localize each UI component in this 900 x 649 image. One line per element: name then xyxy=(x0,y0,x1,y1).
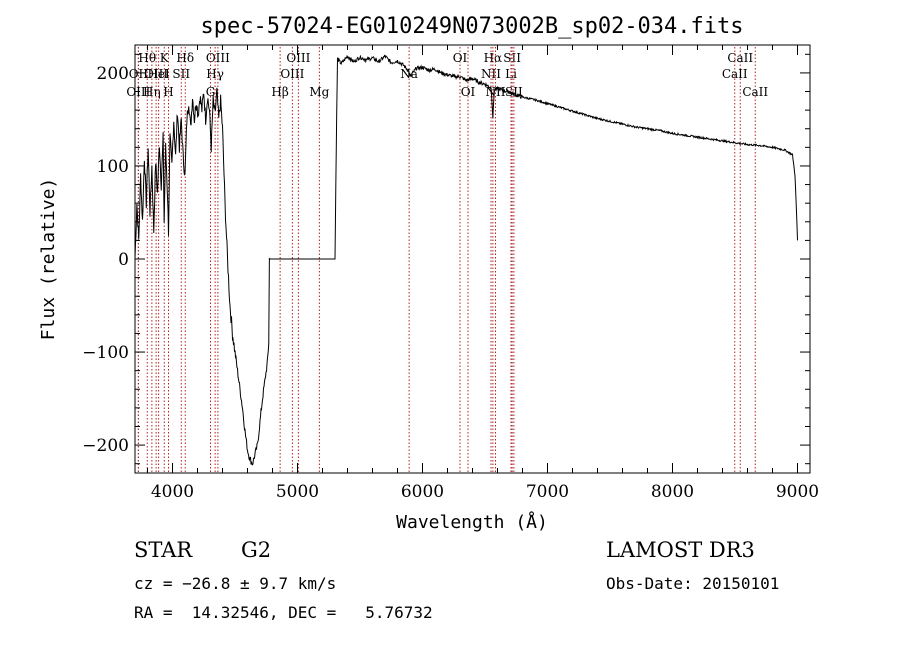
y-axis: −200 −100 0 100 200 xyxy=(82,53,810,465)
y-tick-label-1: −100 xyxy=(82,343,129,363)
y-tick-label-0: −200 xyxy=(82,436,129,456)
line-label-1: OII xyxy=(129,67,149,81)
line-label-16: Mg xyxy=(309,85,329,99)
survey-name: LAMOST DR3 xyxy=(606,538,755,562)
coords-text: RA = 14.32546, DEC = 5.76732 xyxy=(134,603,433,622)
line-label-0: Hθ xyxy=(138,51,156,65)
line-label-9: Hδ xyxy=(176,51,194,65)
line-label-4: Hη xyxy=(143,85,161,99)
x-tick-label-3: 7000 xyxy=(526,482,569,502)
line-label-7: H xyxy=(163,85,173,99)
spectrum-line xyxy=(134,54,798,466)
line-label-23: SII xyxy=(503,51,521,65)
line-label-6: HeI xyxy=(147,67,170,81)
line-label-13: Hβ xyxy=(271,85,288,99)
y-axis-label: Flux (relative) xyxy=(38,178,59,341)
line-label-19: OI xyxy=(461,85,476,99)
x-tick-label-4: 8000 xyxy=(651,482,694,502)
line-label-14: OIII xyxy=(280,67,304,81)
line-label-26: CaII xyxy=(727,51,753,65)
x-tick-label-5: 9000 xyxy=(776,482,819,502)
y-tick-label-2: 0 xyxy=(118,250,129,270)
line-label-12: G xyxy=(206,85,216,99)
x-tick-label-2: 6000 xyxy=(401,482,444,502)
line-label-28: CaII xyxy=(742,85,768,99)
y-tick-label-4: 200 xyxy=(97,64,129,84)
line-label-27: CaII xyxy=(722,67,748,81)
object-subclass: G2 xyxy=(241,538,272,562)
line-label-8: SII xyxy=(172,67,190,81)
line-label-5: K xyxy=(160,51,170,65)
line-label-2: OIII xyxy=(144,67,168,81)
plot-frame xyxy=(134,44,811,474)
x-tick-label-1: 5000 xyxy=(276,482,319,502)
line-label-18: OI xyxy=(453,51,468,65)
y-tick-label-3: 100 xyxy=(97,157,129,177)
x-axis-label: Wavelength (Å) xyxy=(396,511,548,533)
x-tick-label-0: 4000 xyxy=(151,482,194,502)
object-class: STAR xyxy=(134,538,193,562)
x-axis: 4000 5000 6000 7000 8000 9000 xyxy=(147,45,819,502)
line-label-20: Hα xyxy=(484,51,503,65)
line-label-21: NII xyxy=(481,67,501,81)
line-label-24: Li xyxy=(505,67,517,81)
redshift-text: cz = −26.8 ± 9.7 km/s xyxy=(134,574,337,593)
line-label-15: OIII xyxy=(286,51,310,65)
spectrum-layer xyxy=(134,54,798,466)
obs-date-text: Obs-Date: 20150101 xyxy=(606,574,780,593)
line-label-11: Hγ xyxy=(206,67,224,81)
line-label-10: OIII xyxy=(206,51,230,65)
chart-title: spec-57024-EG010249N073002B_sp02-034.fit… xyxy=(200,14,743,39)
